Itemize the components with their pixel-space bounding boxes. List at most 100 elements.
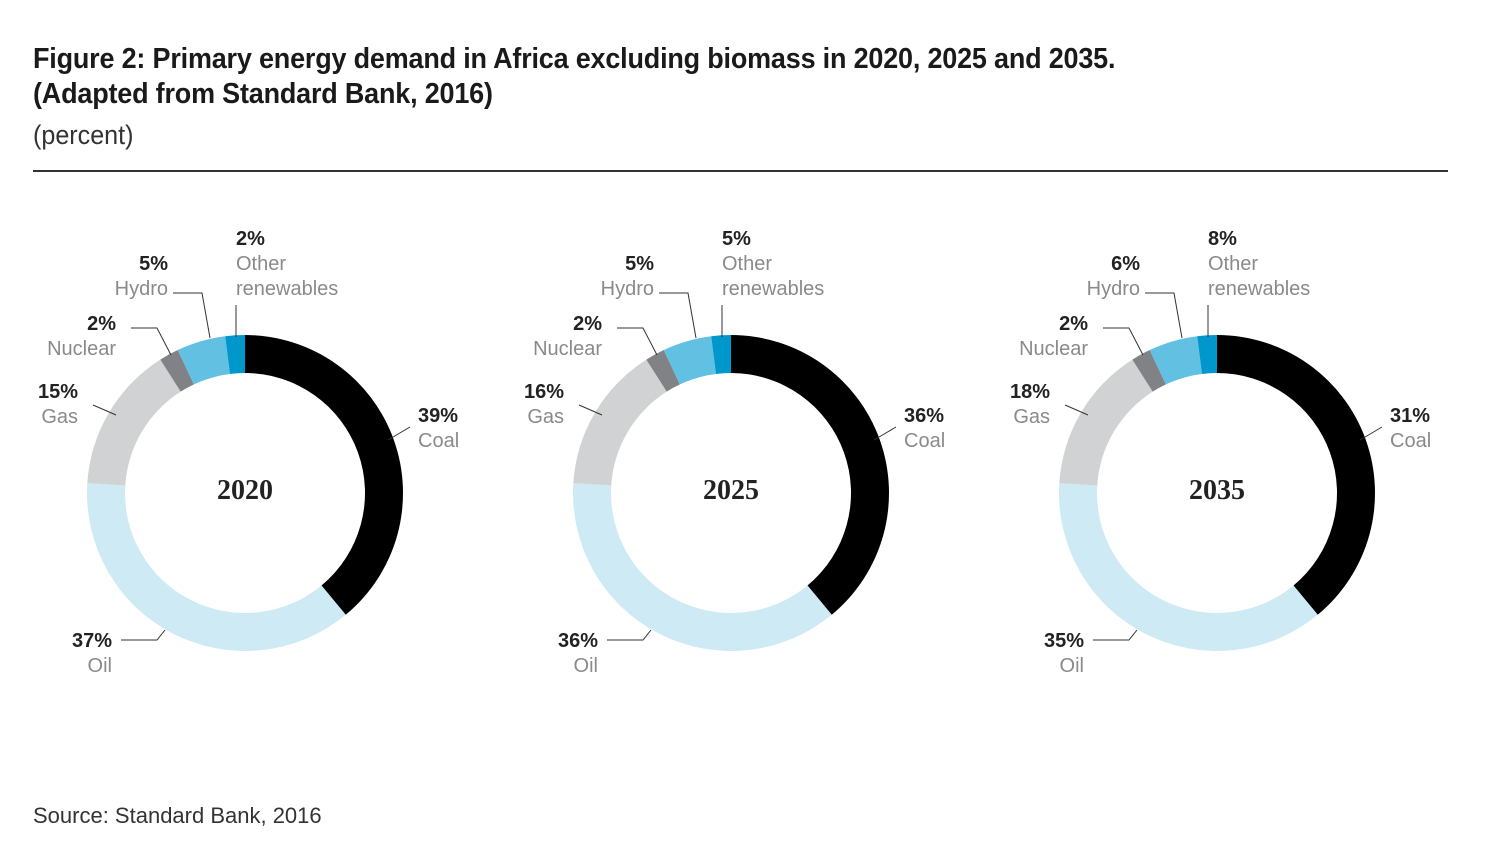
- leader-line: [121, 629, 166, 641]
- slice-gas: [1059, 359, 1153, 486]
- figure-title-line-1: Figure 2: Primary energy demand in Afric…: [33, 43, 1116, 75]
- label-gas: 16% Gas: [524, 381, 603, 428]
- category-label: Coal: [418, 430, 459, 452]
- slice-coal: [1217, 335, 1376, 615]
- percent-label: 2%: [573, 313, 602, 335]
- label-nuclear: 2% Nuclear: [1019, 313, 1144, 360]
- category-label: Nuclear: [47, 338, 116, 360]
- category-label: Gas: [527, 406, 564, 428]
- category-label: renewables: [236, 278, 338, 300]
- slice-hydro: [1149, 336, 1202, 385]
- category-label: Oil: [574, 655, 598, 677]
- slice-coal: [245, 335, 403, 615]
- label-coal: 39% Coal: [387, 405, 459, 452]
- unit-label: (percent): [33, 120, 134, 150]
- category-label: Gas: [1013, 406, 1050, 428]
- label-coal: 31% Coal: [1359, 405, 1431, 452]
- category-label: Hydro: [1087, 278, 1140, 300]
- category-label: Gas: [41, 406, 78, 428]
- donut-2020: 2020 39% Coal 37% Oil 15% Gas 2% Nuclear 5% Hydro 2…: [38, 228, 459, 677]
- leader-line: [1064, 404, 1089, 416]
- slice-gas: [573, 359, 667, 486]
- title-divider: [33, 170, 1448, 172]
- slice-other-renewables: [225, 335, 245, 374]
- leader-line: [617, 327, 658, 356]
- category-label: Coal: [904, 430, 945, 452]
- percent-label: 15%: [38, 381, 78, 403]
- label-gas: 18% Gas: [1010, 381, 1089, 428]
- leader-line: [173, 292, 211, 339]
- leader-line: [659, 292, 697, 339]
- label-oil: 36% Oil: [558, 629, 652, 677]
- percent-label: 2%: [236, 228, 265, 250]
- percent-label: 5%: [625, 253, 654, 275]
- leader-line: [873, 426, 897, 441]
- leader-line: [1359, 426, 1383, 441]
- slice-oil: [1059, 483, 1318, 652]
- percent-label: 2%: [87, 313, 116, 335]
- category-label: Other: [236, 253, 286, 275]
- percent-label: 39%: [418, 405, 458, 427]
- slice-hydro: [177, 336, 230, 385]
- donut-2025: 202536%Coal36%Oil16%Gas2%Nuclear5%Hydro5…: [524, 228, 945, 677]
- label-oil: 35% Oil: [1044, 629, 1138, 677]
- percent-label: 2%: [1059, 313, 1088, 335]
- percent-label: 36%: [904, 405, 944, 427]
- slice-oil: [86, 483, 346, 651]
- label-oil: 37% Oil: [72, 629, 166, 677]
- percent-label: 8%: [1208, 228, 1237, 250]
- category-label: renewables: [1208, 278, 1310, 300]
- percent-label: 16%: [524, 381, 564, 403]
- percent-label: 36%: [558, 630, 598, 652]
- label-other-renewables: 8% Other renewables: [1207, 228, 1310, 337]
- label-hydro: 6% Hydro: [1087, 253, 1183, 339]
- label-nuclear: 2% Nuclear: [47, 313, 172, 360]
- leader-line: [1145, 292, 1183, 339]
- percent-label: 31%: [1390, 405, 1430, 427]
- percent-label: 5%: [722, 228, 751, 250]
- category-label: Nuclear: [1019, 338, 1088, 360]
- donut-year-label: 2035: [1189, 475, 1245, 506]
- slice-oil: [573, 483, 832, 652]
- percent-label: 5%: [139, 253, 168, 275]
- figure-title-line-2: (Adapted from Standard Bank, 2016): [33, 78, 493, 110]
- category-label: Oil: [1060, 655, 1084, 677]
- donut-year-label: 2020: [217, 475, 273, 506]
- category-label: Oil: [88, 655, 112, 677]
- source-note: Source: Standard Bank, 2016: [33, 803, 322, 828]
- category-label: renewables: [722, 278, 824, 300]
- label-nuclear: 2% Nuclear: [533, 313, 658, 360]
- leader-line: [92, 404, 117, 416]
- leader-line: [1093, 629, 1138, 641]
- label-hydro: 5% Hydro: [115, 253, 211, 339]
- donut-2035: 2035 31% Coal 35% Oil 18% Gas 2% Nuclear 6% Hydro 8…: [1010, 228, 1431, 677]
- figure-title: Figure 2: Primary energy demand in Afric…: [33, 42, 1115, 112]
- category-label: Hydro: [115, 278, 168, 300]
- category-label: Hydro: [601, 278, 654, 300]
- slice-coal: [731, 335, 889, 615]
- category-label: Coal: [1390, 430, 1431, 452]
- category-label: Nuclear: [533, 338, 602, 360]
- leader-line: [578, 404, 603, 416]
- slice-nuclear: [160, 350, 194, 392]
- donut-year-label: 2025: [703, 475, 759, 506]
- slice-nuclear: [1132, 350, 1166, 392]
- label-gas: 15% Gas: [38, 381, 117, 428]
- slice-other-renewables: [711, 335, 731, 374]
- category-label: Other: [722, 253, 772, 275]
- leader-line: [607, 629, 652, 641]
- label-other-renewables: 2% Other renewables: [235, 228, 338, 337]
- slice-gas: [87, 359, 181, 486]
- label-hydro: 5% Hydro: [601, 253, 697, 339]
- leader-line: [387, 426, 411, 441]
- label-coal: 36% Coal: [873, 405, 945, 452]
- slice-other-renewables: [1197, 335, 1217, 374]
- slice-hydro: [663, 336, 716, 385]
- percent-label: 37%: [72, 630, 112, 652]
- leader-line: [1103, 327, 1144, 356]
- percent-label: 35%: [1044, 630, 1084, 652]
- label-other-renewables: 5% Other renewables: [721, 228, 824, 337]
- percent-label: 6%: [1111, 253, 1140, 275]
- percent-label: 18%: [1010, 381, 1050, 403]
